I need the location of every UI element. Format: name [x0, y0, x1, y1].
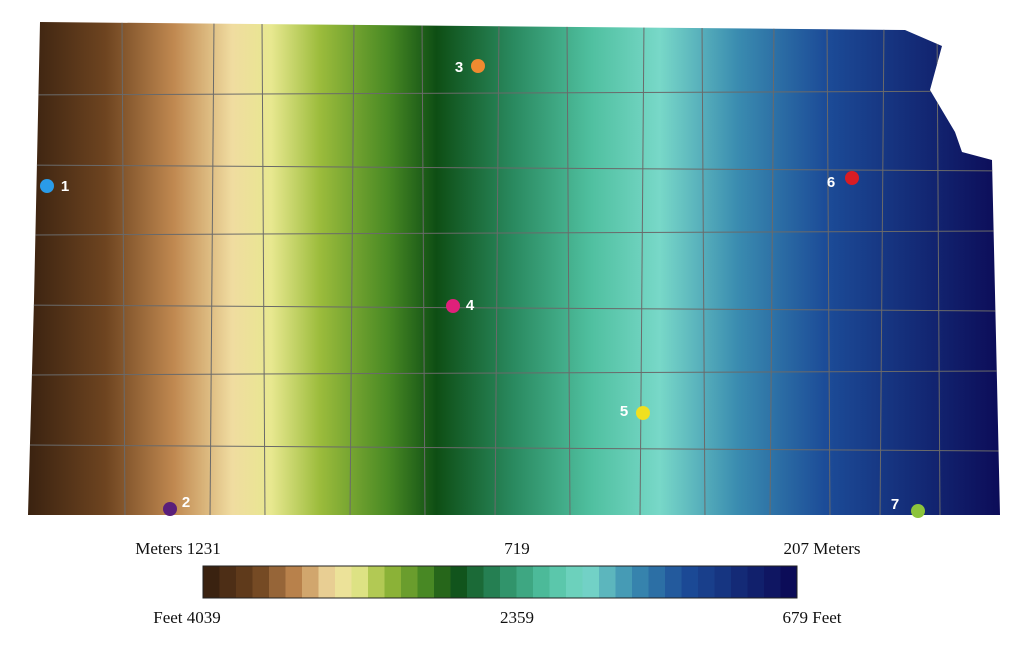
- legend-feet-label: Feet 4039: [153, 608, 221, 627]
- legend-meters-label: 207 Meters: [784, 539, 861, 558]
- county-line: [261, 22, 266, 515]
- marker-label: 3: [455, 59, 463, 76]
- legend-swatch: [500, 566, 517, 598]
- legend-swatch: [384, 566, 402, 598]
- legend-swatch: [483, 566, 501, 598]
- county-line: [494, 22, 500, 515]
- kansas-map: [28, 22, 1000, 515]
- county-line: [936, 22, 941, 515]
- legend-swatch: [632, 566, 649, 598]
- legend-swatch: [599, 566, 616, 598]
- county-line: [28, 90, 1000, 96]
- legend-swatch: [401, 566, 418, 598]
- legend: Meters 1231 719 207 Meters Feet 4039 2359 679…: [135, 539, 860, 627]
- marker-label: 2: [182, 494, 190, 511]
- marker-label: 4: [466, 297, 475, 314]
- legend-swatch: [203, 566, 220, 598]
- county-line: [209, 22, 215, 515]
- legend-swatch: [780, 566, 798, 598]
- location-marker: [471, 59, 485, 73]
- legend-feet-label: 2359: [500, 608, 534, 627]
- legend-swatch: [648, 566, 666, 598]
- legend-swatch: [582, 566, 600, 598]
- county-line: [121, 22, 126, 515]
- location-marker: [845, 171, 859, 185]
- county-line: [566, 22, 571, 515]
- county-line: [639, 22, 645, 515]
- state-shape: [28, 22, 1000, 515]
- legend-swatch: [467, 566, 484, 598]
- county-line: [349, 22, 355, 515]
- marker-label: 7: [891, 496, 899, 513]
- location-marker: [446, 299, 460, 313]
- legend-swatch: [714, 566, 732, 598]
- location-marker: [40, 179, 54, 193]
- county-line: [769, 22, 775, 515]
- legend-swatch: [533, 566, 550, 598]
- legend-swatch: [351, 566, 369, 598]
- location-marker: [163, 502, 177, 516]
- legend-swatch: [252, 566, 270, 598]
- legend-swatch: [615, 566, 633, 598]
- legend-swatch: [731, 566, 748, 598]
- legend-meters-label: 719: [504, 539, 530, 558]
- legend-swatch: [219, 566, 237, 598]
- legend-swatch: [236, 566, 253, 598]
- county-line: [28, 370, 1000, 376]
- county-line: [421, 22, 426, 515]
- legend-frame: [202, 565, 798, 599]
- legend-swatch: [566, 566, 583, 598]
- county-line: [28, 444, 1000, 452]
- county-lines: [28, 22, 1000, 515]
- county-line: [701, 22, 706, 515]
- legend-meters-label: Meters 1231: [135, 539, 220, 558]
- legend-swatch: [335, 566, 352, 598]
- legend-swatch: [747, 566, 765, 598]
- county-line: [28, 304, 1000, 312]
- marker-label: 1: [61, 178, 69, 195]
- legend-swatch: [302, 566, 319, 598]
- county-line: [28, 164, 1000, 172]
- legend-swatch: [549, 566, 567, 598]
- legend-swatch: [516, 566, 534, 598]
- legend-swatch: [269, 566, 286, 598]
- legend-swatch: [698, 566, 715, 598]
- legend-swatch: [681, 566, 699, 598]
- marker-label: 5: [620, 403, 628, 420]
- legend-swatch: [665, 566, 682, 598]
- legend-swatch: [318, 566, 336, 598]
- markers: 1 2 3 4 5 6 7: [40, 59, 925, 518]
- marker-label: 6: [827, 174, 835, 191]
- legend-feet-label: 679 Feet: [782, 608, 841, 627]
- county-line: [826, 22, 831, 515]
- county-line: [879, 22, 885, 515]
- legend-swatch: [417, 566, 435, 598]
- legend-swatch: [434, 566, 451, 598]
- legend-swatch: [368, 566, 385, 598]
- location-marker: [636, 406, 650, 420]
- legend-swatch: [450, 566, 468, 598]
- county-line: [28, 230, 1000, 236]
- legend-swatch: [764, 566, 781, 598]
- location-marker: [911, 504, 925, 518]
- legend-swatch: [285, 566, 303, 598]
